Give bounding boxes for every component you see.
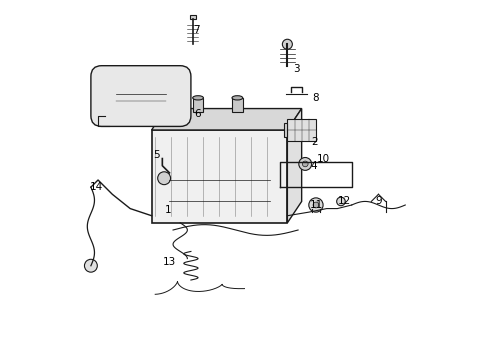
Circle shape: [302, 161, 307, 167]
Text: 6: 6: [194, 109, 201, 119]
Text: 5: 5: [153, 150, 160, 160]
Text: 12: 12: [337, 197, 350, 206]
Ellipse shape: [231, 96, 242, 100]
FancyBboxPatch shape: [287, 119, 315, 141]
Text: 13: 13: [163, 257, 176, 267]
FancyBboxPatch shape: [283, 123, 287, 137]
Text: 3: 3: [292, 64, 299, 74]
Text: 8: 8: [312, 93, 319, 103]
Circle shape: [308, 198, 323, 212]
Polygon shape: [151, 109, 301, 130]
FancyBboxPatch shape: [192, 98, 203, 112]
Circle shape: [298, 157, 311, 170]
Text: 11: 11: [309, 200, 322, 210]
Text: 10: 10: [316, 154, 329, 163]
Circle shape: [84, 259, 97, 272]
Circle shape: [282, 39, 292, 49]
Text: 9: 9: [374, 197, 381, 206]
Circle shape: [312, 202, 318, 208]
Circle shape: [157, 172, 170, 185]
Text: 2: 2: [310, 138, 317, 148]
FancyBboxPatch shape: [189, 15, 195, 19]
FancyBboxPatch shape: [91, 66, 190, 126]
Text: 7: 7: [193, 25, 199, 35]
FancyBboxPatch shape: [231, 98, 242, 112]
Polygon shape: [287, 109, 301, 223]
Ellipse shape: [192, 96, 203, 100]
Circle shape: [336, 197, 345, 206]
Text: 4: 4: [310, 161, 317, 171]
Text: 14: 14: [89, 182, 102, 192]
Text: 1: 1: [164, 205, 171, 215]
FancyBboxPatch shape: [151, 130, 287, 223]
